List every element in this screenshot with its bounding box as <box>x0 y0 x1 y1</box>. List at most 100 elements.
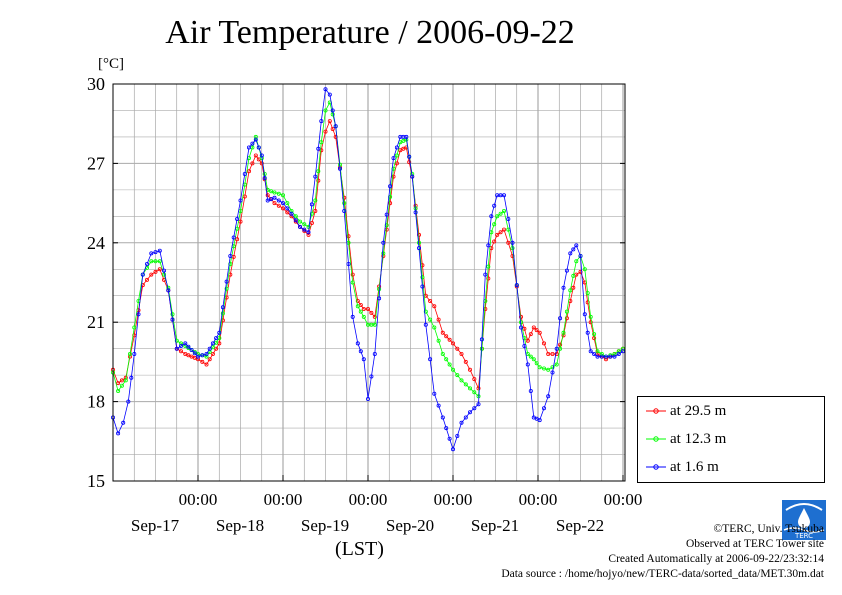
series-point-1 <box>568 288 573 293</box>
series-point-2 <box>259 153 264 158</box>
series-point-0 <box>189 354 194 359</box>
series-point-2 <box>568 251 573 256</box>
series-point-2 <box>410 174 415 179</box>
series-point-0 <box>350 272 355 277</box>
series-point-2 <box>599 354 604 359</box>
series-point-2 <box>217 330 222 335</box>
x-tick-time: 00:00 <box>604 490 643 509</box>
series-point-2 <box>407 154 412 159</box>
series-point-2 <box>467 410 472 415</box>
series-point-2 <box>377 296 382 301</box>
series-point-1 <box>564 309 569 314</box>
series-point-0 <box>463 359 468 364</box>
series-point-2 <box>550 370 555 375</box>
grid <box>113 84 625 481</box>
series-point-2 <box>365 396 370 401</box>
series-point-1 <box>174 338 179 343</box>
series-point-1 <box>592 332 597 337</box>
series-point-1 <box>272 190 277 195</box>
series-point-1 <box>220 311 225 316</box>
series-point-1 <box>377 287 382 292</box>
series-point-2 <box>432 391 437 396</box>
series-point-2 <box>285 206 290 211</box>
series-point-2 <box>519 325 524 330</box>
series-point-1 <box>574 259 579 264</box>
legend: at 29.5 m at 12.3 m at 1.6 m <box>637 396 825 483</box>
series-point-2 <box>140 272 145 277</box>
source-text: Data source : /home/hojyo/new/TERC-data/… <box>501 568 824 580</box>
series-point-0 <box>153 269 158 274</box>
series-point-0 <box>571 285 576 290</box>
series-point-0 <box>519 314 524 319</box>
series-point-2 <box>463 415 468 420</box>
series-line-2 <box>112 88 624 451</box>
series-point-2 <box>116 431 121 436</box>
series-point-2 <box>585 330 590 335</box>
series-point-2 <box>358 349 363 354</box>
series-point-2 <box>416 246 421 251</box>
series-point-1 <box>132 325 137 330</box>
series-point-0 <box>578 269 583 274</box>
series-point-2 <box>450 447 455 452</box>
series-point-1 <box>612 351 617 356</box>
series-point-2 <box>126 399 131 404</box>
series-point-0 <box>330 127 335 132</box>
series-point-0 <box>369 310 374 315</box>
series-point-2 <box>483 272 488 277</box>
series-point-2 <box>214 336 219 341</box>
series-point-2 <box>489 214 494 219</box>
series-point-1 <box>302 222 307 227</box>
series-point-1 <box>571 273 576 278</box>
series-point-0 <box>407 160 412 165</box>
series-point-2 <box>289 211 294 216</box>
series-point-2 <box>595 354 600 359</box>
x-tick-date: Sep-19 <box>301 516 349 535</box>
legend-label: at 1.6 m <box>670 459 719 475</box>
series-point-2 <box>388 184 393 189</box>
series-point-1 <box>531 357 536 362</box>
series-point-2 <box>404 134 409 139</box>
series-point-2 <box>319 119 324 124</box>
series-point-1 <box>323 108 328 113</box>
series-point-2 <box>537 418 542 423</box>
series-point-2 <box>384 212 389 217</box>
series-point-1 <box>528 354 533 359</box>
series-point-1 <box>588 314 593 319</box>
series-point-2 <box>528 388 533 393</box>
series-point-0 <box>394 161 399 166</box>
series-point-2 <box>166 288 171 293</box>
series-point-2 <box>302 227 307 232</box>
y-tick-label: 21 <box>87 312 105 332</box>
x-tick-date: Sep-17 <box>131 516 180 535</box>
y-tick-label: 18 <box>87 392 105 412</box>
legend-label: at 29.5 m <box>670 403 727 419</box>
series-point-0 <box>542 341 547 346</box>
series-point-2 <box>420 284 425 289</box>
series-point-2 <box>306 230 311 235</box>
series-point-0 <box>276 203 281 208</box>
series-point-1 <box>486 264 491 269</box>
series-point-0 <box>231 254 236 259</box>
series-point-2 <box>195 354 200 359</box>
series-point-2 <box>235 216 240 221</box>
series-point-1 <box>450 367 455 372</box>
series-point-1 <box>116 388 121 393</box>
series-point-0 <box>186 353 191 358</box>
series-point-2 <box>204 351 209 356</box>
series-point-1 <box>119 383 124 388</box>
series-point-1 <box>330 112 335 117</box>
series-point-0 <box>428 298 433 303</box>
series-point-1 <box>534 361 539 366</box>
legend-label: at 12.3 m <box>670 431 727 447</box>
series-point-0 <box>467 367 472 372</box>
series-point-2 <box>372 351 377 356</box>
series-point-2 <box>546 394 551 399</box>
series-point-1 <box>381 251 386 256</box>
series-point-0 <box>116 381 121 386</box>
series-point-2 <box>189 347 194 352</box>
series-point-0 <box>285 210 290 215</box>
observed-text: Observed at TERC Tower site <box>685 538 824 550</box>
x-tick-time: 00:00 <box>179 490 218 509</box>
series-point-2 <box>542 406 547 411</box>
series-point-2 <box>333 124 338 129</box>
